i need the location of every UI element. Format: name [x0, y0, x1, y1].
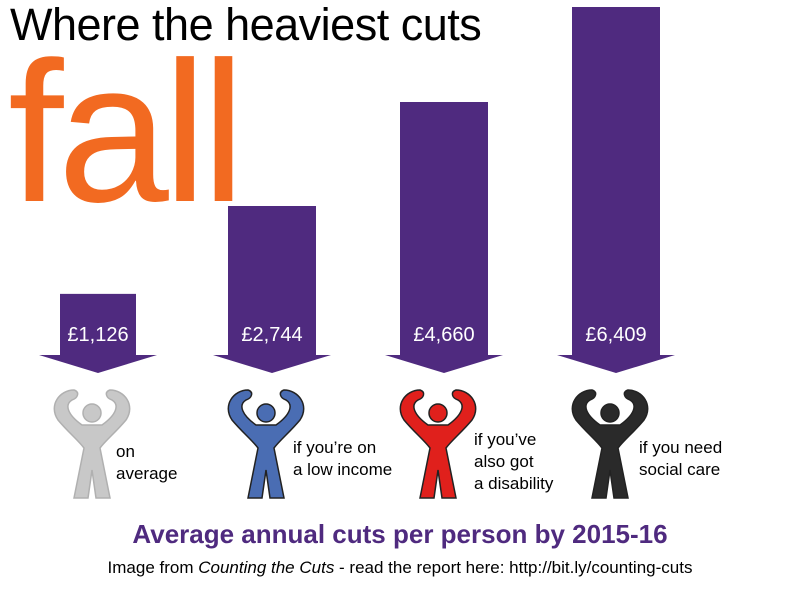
chart-subtitle: Average annual cuts per person by 2015-1…: [132, 519, 668, 549]
chart-title-emphasis: fall: [8, 21, 246, 244]
bar-arrow: [39, 293, 157, 373]
bar-arrow: [385, 101, 503, 373]
person-icon: [399, 389, 477, 499]
credit-prefix: Image from: [107, 558, 199, 577]
chart-title: Where the heaviest cuts: [10, 0, 482, 50]
bar-arrow: [557, 7, 675, 373]
credit-link[interactable]: - read the report here: http://bit.ly/co…: [334, 558, 693, 577]
value-label: £4,660: [413, 324, 474, 346]
person-icon: [571, 389, 649, 499]
bar-chart: £1,126 £2,744 £4,660 £6,409: [39, 7, 675, 499]
report-title: Counting the Cuts: [198, 558, 335, 577]
value-label: £2,744: [241, 324, 302, 346]
person-icon: [227, 389, 305, 499]
category-label: if you’ve also got a disability: [474, 430, 554, 493]
category-label: if you need social care: [639, 438, 723, 479]
person-icon: [53, 389, 131, 499]
bar-arrow: [213, 206, 331, 373]
value-label: £6,409: [585, 324, 646, 346]
value-label: £1,126: [67, 324, 128, 346]
category-label: if you’re on a low income: [293, 438, 393, 479]
credit-line: Image from Counting the Cuts - read the …: [0, 557, 800, 579]
category-label: on average: [116, 442, 178, 483]
